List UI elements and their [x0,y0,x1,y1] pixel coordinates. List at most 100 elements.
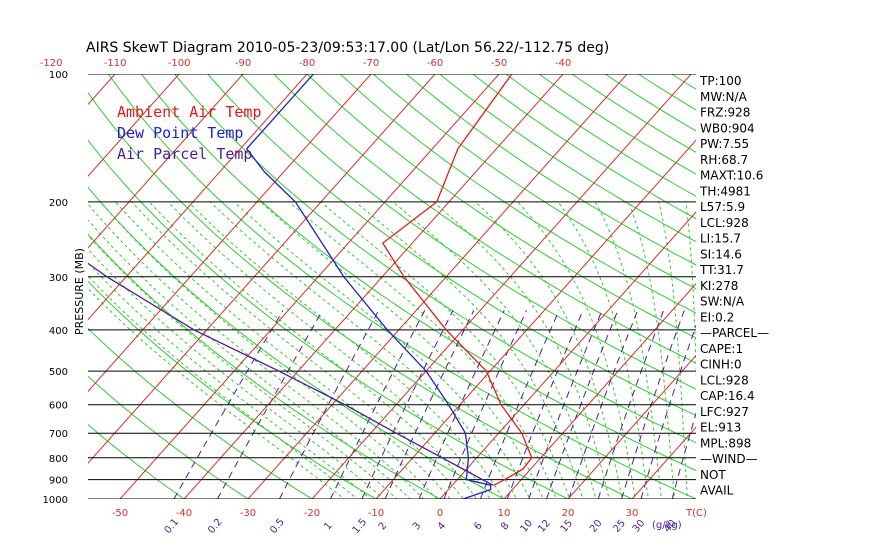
mixing-ratio-line [621,310,685,499]
index-label: EL:913 [700,421,741,435]
mixing-ratio-line [671,412,696,499]
moist-adiabat-line [100,201,438,499]
moist-adiabat-line [148,201,478,499]
isotherm-line [439,211,696,499]
moist-adiabat-line [88,262,372,499]
mixing-ratio-line [640,324,696,499]
pressure-tick-label: 500 [49,367,68,378]
bottom-temperature-tick-label: 30 [626,508,639,519]
index-label: LI:15.7 [700,232,741,246]
moist-adiabat-line [88,287,345,499]
index-label: CINH:0 [700,358,742,372]
mixing-ratio-line [418,310,505,499]
dew-point-temp-line [245,74,492,499]
isotherm-line [88,74,308,321]
mixing-ratio-line [443,310,527,499]
dry-adiabat-line [306,74,696,339]
index-label: SI:14.6 [700,247,742,261]
dry-adiabat-line [273,74,696,364]
mixing-ratio-line [329,310,426,499]
mixing-ratio-tick-label: 2 [377,520,390,532]
bottom-temperature-tick-label: 0 [437,508,443,519]
index-label: MPL:898 [700,436,751,450]
isotherm-line [88,74,116,106]
dry-adiabat-line [88,139,570,499]
bottom-temperature-tick-label: -40 [176,508,192,519]
dry-adiabat-line [240,74,696,390]
dry-adiabats [88,74,696,499]
mixing-ratio-tick-label: 3 [411,520,424,532]
moist-adiabat-line [433,201,610,499]
bottom-temperature-tick-label: 10 [498,508,511,519]
moist-adiabat-line [260,201,544,499]
dry-adiabat-line [173,74,696,444]
moist-adiabat-line [233,201,531,499]
index-label: LCL:928 [700,216,749,230]
mixing-ratio-line [361,310,454,499]
pressure-tick-label: 300 [49,273,68,284]
mixing-ratio-tick-label: 20 [588,518,605,535]
mixing-ratio-line [479,310,560,499]
top-temperature-tick-label: -40 [555,58,571,69]
moist-adiabat-line [517,201,636,499]
mixing-ratio-tick-label: 10 [518,518,535,535]
moist-adiabat-line [685,201,696,382]
index-label: RH:68.7 [700,153,748,167]
mixing-ratio-line [506,310,584,499]
bottom-temperature-axis: -50 -40 -30 -20 -10 0 10 20 30 [112,508,639,519]
moist-adiabat-line [355,201,584,499]
pressure-axis: 100 200 300 400 500 600 700 800 900 1000 [43,70,68,506]
moist-adiabat-line [88,234,398,499]
moist-adiabat-line [288,201,557,499]
index-label: TH:4981 [699,184,751,198]
bottom-temperature-tick-label: -10 [368,508,384,519]
isotherm-line [183,74,564,499]
moist-adiabat-line [475,201,623,499]
index-label: PW:7.55 [700,137,749,151]
isobars [88,74,696,499]
ambient-air-temp-line [381,74,533,486]
pressure-tick-label: 1000 [43,495,68,506]
bottom-temperature-tick-label: -50 [112,508,128,519]
moist-adiabat-line [557,201,649,499]
top-temperature-axis: -120 -110 -100 -90 -80 -70 -60 -50 -40 [40,58,572,69]
moist-adiabat-line [187,201,504,499]
pressure-tick-label: 200 [49,198,68,209]
index-label: MW:N/A [700,90,748,104]
mixing-ratio-line [216,310,323,499]
mixing-ratio-tick-label: 25 [611,518,628,535]
index-label: KI:278 [700,279,738,293]
mixing-ratio-line [528,310,603,499]
top-temperature-tick-label: -120 [40,58,63,69]
x-axis-label: T(C) [685,508,707,519]
y-axis-label: PRESSURE (MB) [73,248,86,335]
dry-adiabat-line [538,74,696,175]
moist-adiabat-line [209,201,518,499]
plot-area [88,74,696,499]
isotherm-line [88,74,372,393]
mixing-ratio-tick-label: 30 [631,518,648,535]
isotherms [88,74,696,499]
isotherm-line [311,74,692,499]
pressure-tick-label: 800 [49,454,68,465]
moist-adiabat-line [658,201,688,499]
dry-adiabat-line [670,74,696,90]
index-label: L57:5.9 [700,200,745,214]
index-label: SW:N/A [700,295,745,309]
index-label: LFC:927 [700,405,749,419]
isotherm-line [119,74,500,499]
index-label: CAPE:1 [700,342,743,356]
mixing-ratio-tick-label: 0.5 [268,517,287,536]
bottom-temperature-tick-label: 20 [562,508,575,519]
mixing-ratio-tick-label: 1.5 [351,517,370,536]
index-label: TT:31.7 [699,263,744,277]
isotherm-line [88,74,180,177]
isotherm-line [631,426,696,499]
moist-adiabat-line [88,203,425,499]
mixing-ratio-axis: 0.1 0.2 0.5 1 1.5 2 3 4 6 8 10 12 15 20 25 30 40 [163,517,679,536]
pressure-tick-label: 900 [49,476,68,487]
mixing-ratio-unit: (g/kg) [652,520,682,531]
dry-adiabat-line [207,74,696,417]
